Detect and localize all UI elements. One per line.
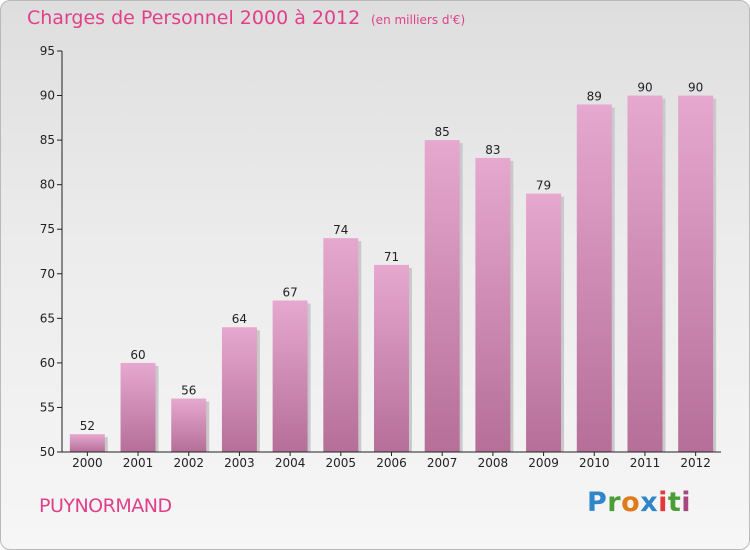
data-label: 64: [232, 312, 247, 326]
y-tick-label: 65: [40, 311, 55, 325]
y-tick-label: 70: [40, 267, 55, 281]
data-label: 67: [282, 286, 297, 300]
bar-2002: [171, 398, 207, 452]
x-tick-label: 2008: [478, 456, 509, 470]
logo-letter: t: [667, 487, 682, 518]
proxiti-logo[interactable]: Proxiti: [587, 487, 691, 518]
data-label: 56: [181, 384, 196, 398]
logo-letter: i: [658, 487, 668, 518]
data-label: 89: [587, 89, 602, 103]
bar-2012: [678, 95, 714, 453]
bar-2006: [374, 264, 409, 452]
y-tick-label: 75: [40, 222, 55, 236]
chart-subtitle: (en milliers d'€): [371, 13, 466, 27]
bar-2011: [627, 95, 663, 453]
y-tick-label: 85: [40, 133, 55, 147]
data-label: 52: [80, 419, 95, 433]
bar-2003: [221, 327, 257, 452]
x-tick-label: 2007: [427, 456, 458, 470]
data-label: 85: [435, 125, 450, 139]
x-tick-label: 2011: [630, 456, 661, 470]
bar-2010: [576, 104, 612, 452]
x-tick-label: 2009: [528, 456, 559, 470]
y-tick-label: 90: [40, 89, 55, 103]
logo-letter: P: [587, 487, 608, 518]
y-tick-label: 55: [40, 400, 55, 414]
y-tick-label: 50: [40, 445, 55, 459]
logo-letter: x: [640, 487, 659, 518]
data-label: 60: [130, 348, 145, 362]
logo-letter: i: [681, 487, 692, 518]
data-label: 90: [637, 81, 652, 95]
bar-2001: [120, 362, 156, 452]
data-label: 90: [688, 81, 703, 95]
data-label: 74: [333, 223, 348, 237]
data-label: 83: [485, 143, 500, 157]
town-name: PUYNORMAND: [39, 495, 172, 517]
x-tick-label: 2006: [376, 456, 407, 470]
bar-2005: [323, 238, 359, 452]
x-tick-label: 2005: [326, 456, 357, 470]
bar-2004: [272, 300, 308, 452]
data-label: 71: [384, 250, 399, 264]
data-label: 79: [536, 179, 551, 193]
x-tick-label: 2012: [680, 456, 711, 470]
x-tick-label: 2002: [173, 456, 204, 470]
x-tick-label: 2000: [72, 456, 103, 470]
bar-2009: [526, 193, 562, 453]
y-tick-label: 80: [40, 178, 55, 192]
x-tick-label: 2001: [123, 456, 154, 470]
bar-2008: [475, 157, 511, 452]
logo-letter: o: [621, 487, 641, 518]
logo-letter: r: [607, 487, 622, 518]
bar-2000: [69, 434, 105, 452]
chart-title: Charges de Personnel 2000 à 2012: [27, 7, 361, 29]
bar-2007: [424, 140, 460, 452]
y-tick-label: 60: [40, 356, 55, 370]
x-tick-label: 2010: [579, 456, 610, 470]
x-tick-label: 2003: [224, 456, 255, 470]
y-tick-label: 95: [40, 44, 55, 58]
x-tick-label: 2004: [275, 456, 306, 470]
